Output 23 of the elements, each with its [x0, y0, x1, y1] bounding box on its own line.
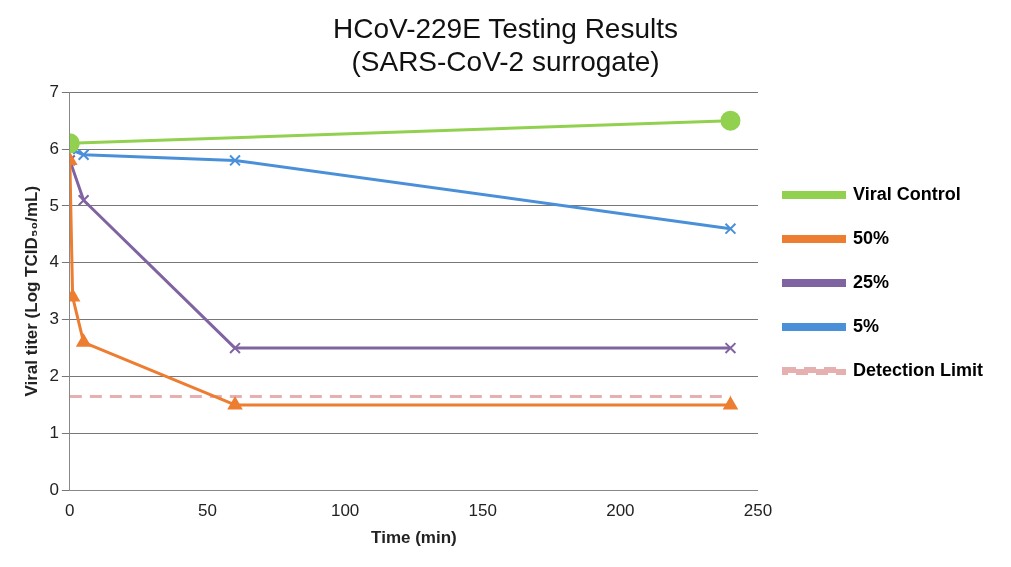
- legend-label: 50%: [852, 227, 890, 248]
- y-tick-label: 0: [49, 479, 59, 499]
- text: (SARS-CoV-2 surrogate): [351, 46, 660, 78]
- x-axis-title: Time (min): [371, 528, 457, 548]
- y-tick-label: 6: [49, 138, 59, 158]
- legend-label: Viral Control: [852, 183, 961, 204]
- y-tick-label: 3: [49, 309, 59, 329]
- x-tick-label: 50: [198, 501, 217, 521]
- y-tick-label: 1: [49, 423, 59, 443]
- x-tick-label: 150: [468, 501, 497, 521]
- legend-label: 25%: [852, 271, 890, 292]
- x-tick-label: 100: [330, 501, 360, 521]
- y-tick-label: 4: [49, 252, 59, 272]
- y-axis-title: Viral titer (Log TCID₅₀/mL): [21, 185, 41, 397]
- legend-label: 5%: [852, 315, 880, 336]
- text: HCoV-229E Testing Results: [333, 12, 678, 44]
- y-tick-label: 2: [49, 366, 59, 386]
- legend-label: Detection Limit: [852, 359, 984, 380]
- x-tick-label: 0: [65, 501, 75, 521]
- x-tick-label: 200: [606, 501, 635, 521]
- y-tick-label: 5: [49, 195, 59, 215]
- x-tick-label: 250: [743, 501, 773, 521]
- y-tick-label: 7: [49, 81, 59, 101]
